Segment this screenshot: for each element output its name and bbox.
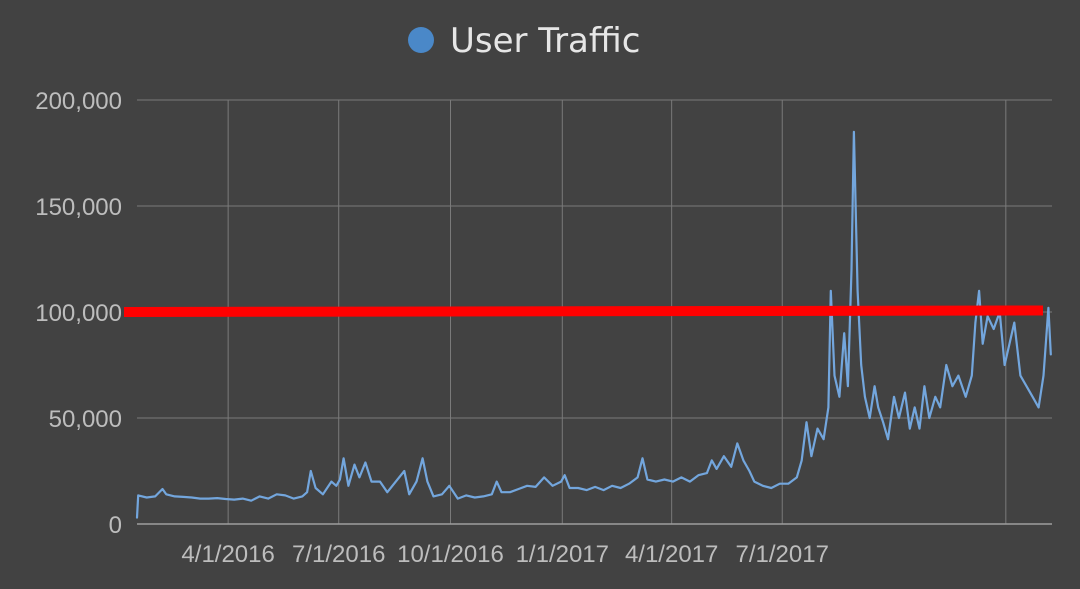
series-layer	[135, 130, 1052, 519]
annotation-layer	[123, 305, 1044, 317]
x-tick-label: 4/1/2016	[181, 541, 274, 568]
y-tick-label: 50,000	[49, 406, 122, 433]
axis-labels: 0 50,000 100,000 150,000 200,000 4/1/2016 7/1/…	[35, 88, 829, 568]
legend[interactable]: User Traffic	[408, 21, 640, 61]
legend-swatch-icon[interactable]	[408, 27, 434, 53]
y-tick-label: 200,000	[35, 88, 122, 115]
x-tick-label: 10/1/2016	[397, 541, 504, 568]
y-tick-label: 100,000	[35, 300, 122, 327]
x-tick-label: 4/1/2017	[625, 541, 718, 568]
series-line-0[interactable]	[135, 130, 1052, 519]
x-tick-label: 7/1/2017	[736, 541, 829, 568]
y-tick-label: 0	[109, 512, 122, 539]
x-tick-label: 7/1/2016	[292, 541, 385, 568]
y-tick-label: 150,000	[35, 194, 122, 221]
reference-line	[123, 305, 1044, 317]
legend-label[interactable]: User Traffic	[450, 21, 640, 61]
x-tick-label: 1/1/2017	[516, 541, 609, 568]
